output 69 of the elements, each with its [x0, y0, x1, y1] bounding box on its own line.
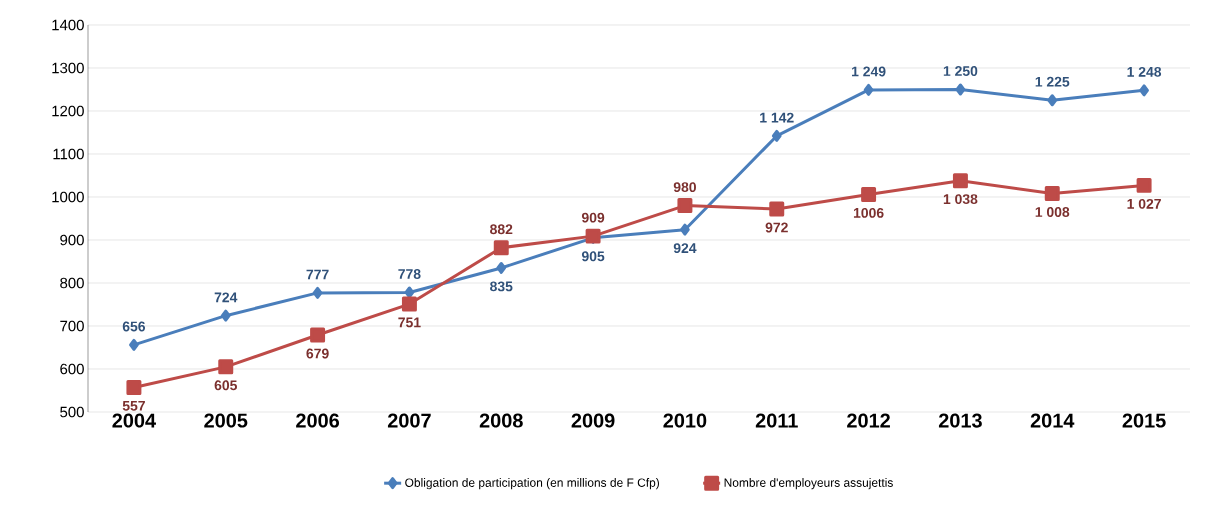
data-label: 972 — [765, 222, 788, 233]
point — [310, 327, 326, 343]
data-label: 980 — [673, 182, 696, 193]
x-tick-label: 2005 — [204, 413, 248, 428]
point — [677, 198, 693, 214]
data-label: 557 — [122, 401, 145, 411]
x-tick-label: 2004 — [112, 413, 156, 428]
x-tick-label: 2010 — [663, 413, 707, 428]
point — [129, 338, 139, 351]
point — [1044, 186, 1060, 202]
y-tick-label: 800 — [60, 277, 84, 289]
data-label: 835 — [490, 281, 513, 292]
point — [1136, 177, 1152, 193]
y-tick-label: 1400 — [52, 19, 84, 31]
data-label: 1 249 — [852, 66, 886, 77]
point — [218, 359, 234, 375]
point — [1139, 84, 1149, 97]
data-label: 1 248 — [1127, 66, 1162, 77]
y-tick-label: 1100 — [53, 148, 84, 160]
legend-label: Nombre d'employeurs assujettis — [724, 478, 893, 490]
x-tick-label: 2012 — [847, 413, 890, 428]
data-label: 1006 — [853, 207, 884, 218]
data-label: 1 142 — [760, 112, 794, 123]
y-tick-label: 1000 — [52, 191, 84, 203]
data-label: 1 038 — [943, 194, 978, 205]
legend-label: Obligation de participation (en millions de F Cfp) — [405, 478, 659, 490]
point — [952, 173, 968, 189]
x-tick-label: 2009 — [571, 413, 615, 428]
x-tick-label: 2007 — [387, 413, 431, 428]
data-label: 724 — [214, 292, 238, 303]
data-label: 1 250 — [943, 66, 978, 76]
point — [220, 309, 231, 322]
point — [769, 201, 785, 217]
data-label: 1 225 — [1035, 76, 1070, 87]
y-tick-label: 900 — [60, 234, 84, 246]
data-label: 909 — [581, 212, 605, 223]
point — [126, 380, 142, 395]
data-label: 1 027 — [1127, 198, 1161, 209]
y-tick-label: 500 — [60, 406, 84, 418]
point — [680, 223, 690, 236]
x-tick-label: 2015 — [1122, 413, 1166, 428]
x-tick-label: 2006 — [296, 413, 340, 428]
y-tick-label: 1200 — [52, 105, 84, 117]
point — [496, 261, 507, 274]
x-tick-label: 2011 — [755, 413, 798, 428]
data-label: 777 — [306, 269, 329, 280]
point — [493, 240, 509, 256]
data-label: 1 008 — [1035, 207, 1070, 217]
data-label: 905 — [581, 251, 605, 262]
point — [955, 83, 966, 96]
point — [1047, 94, 1058, 107]
x-tick-label: 2008 — [479, 413, 523, 428]
point — [861, 186, 877, 202]
point — [771, 129, 782, 142]
x-tick-label: 2013 — [938, 413, 982, 428]
data-label: 778 — [398, 269, 421, 279]
data-label: 605 — [214, 380, 237, 391]
point — [312, 286, 323, 299]
data-label: 679 — [306, 348, 329, 359]
data-label: 751 — [398, 317, 421, 328]
y-tick-label: 600 — [60, 363, 84, 375]
data-label: 656 — [122, 321, 146, 332]
data-label: 882 — [490, 224, 513, 235]
point — [401, 296, 417, 312]
data-label: 924 — [673, 243, 697, 254]
y-tick-label: 700 — [60, 320, 84, 332]
y-tick-label: 1300 — [52, 62, 84, 74]
x-tick-label: 2014 — [1030, 413, 1075, 428]
point — [863, 83, 874, 96]
